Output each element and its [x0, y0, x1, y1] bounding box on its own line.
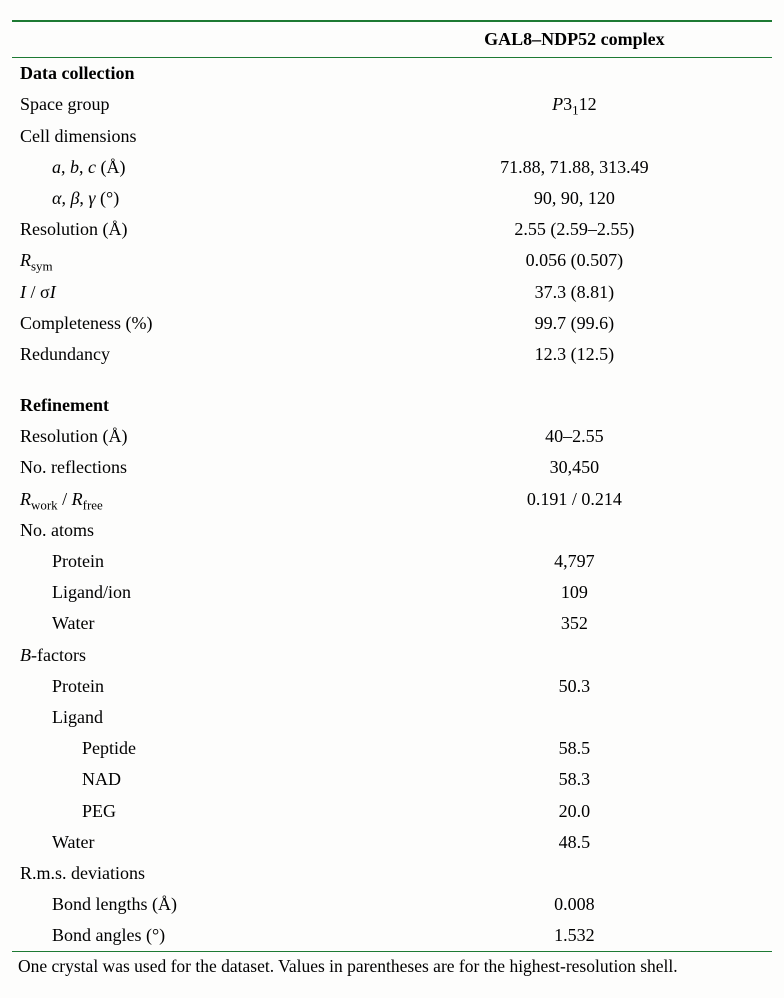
rwork-rfree-label: Rwork / Rfree [12, 484, 377, 515]
completeness-label: Completeness (%) [12, 308, 377, 339]
rmsd-bondlen-value: 0.008 [377, 889, 772, 920]
bfactors-nad-label: NAD [12, 764, 377, 795]
table-header-row: GAL8–NDP52 complex [12, 22, 772, 57]
space-group-value: P3112 [377, 89, 772, 120]
table-row: a, b, c (Å) 71.88, 71.88, 313.49 [12, 152, 772, 183]
table-row: No. atoms [12, 515, 772, 546]
table-row: Completeness (%) 99.7 (99.6) [12, 308, 772, 339]
table-row: Data collection [12, 58, 772, 89]
table-row: PEG 20.0 [12, 796, 772, 827]
rwork-rfree-value: 0.191 / 0.214 [377, 484, 772, 515]
table-row: α, β, γ (°) 90, 90, 120 [12, 183, 772, 214]
crystallography-table: GAL8–NDP52 complex Data collection Space… [12, 20, 772, 978]
rmsd-bondang-label: Bond angles (°) [12, 920, 377, 951]
section-data-collection: Data collection [12, 58, 377, 89]
angles-value: 90, 90, 120 [377, 183, 772, 214]
bfactors-peptide-value: 58.5 [377, 733, 772, 764]
natoms-label: No. atoms [12, 515, 377, 546]
natoms-protein-label: Protein [12, 546, 377, 577]
table-row: R.m.s. deviations [12, 858, 772, 889]
abc-label: a, b, c (Å) [12, 152, 377, 183]
table-row: Protein 50.3 [12, 671, 772, 702]
table-row: No. reflections 30,450 [12, 452, 772, 483]
nreflections-label: No. reflections [12, 452, 377, 483]
header-complex-name: GAL8–NDP52 complex [377, 22, 772, 57]
abc-value: 71.88, 71.88, 313.49 [377, 152, 772, 183]
natoms-ligand-label: Ligand/ion [12, 577, 377, 608]
bfactors-water-value: 48.5 [377, 827, 772, 858]
cell-dimensions-label: Cell dimensions [12, 121, 377, 152]
table-row: Rsym 0.056 (0.507) [12, 245, 772, 276]
bfactors-water-label: Water [12, 827, 377, 858]
table-row: Water 48.5 [12, 827, 772, 858]
redundancy-label: Redundancy [12, 339, 377, 370]
natoms-ligand-value: 109 [377, 577, 772, 608]
natoms-water-label: Water [12, 608, 377, 639]
natoms-water-value: 352 [377, 608, 772, 639]
data-table: GAL8–NDP52 complex [12, 22, 772, 57]
table-row: B-factors [12, 640, 772, 671]
completeness-value: 99.7 (99.6) [377, 308, 772, 339]
bfactors-peptide-label: Peptide [12, 733, 377, 764]
bfactors-protein-label: Protein [12, 671, 377, 702]
table-row: Protein 4,797 [12, 546, 772, 577]
resolution-ref-label: Resolution (Å) [12, 421, 377, 452]
resolution-dc-label: Resolution (Å) [12, 214, 377, 245]
bfactors-ligand-label: Ligand [12, 702, 377, 733]
bfactors-peg-label: PEG [12, 796, 377, 827]
bfactors-peg-value: 20.0 [377, 796, 772, 827]
table-row: Space group P3112 [12, 89, 772, 120]
bfactors-protein-value: 50.3 [377, 671, 772, 702]
rmsd-bondang-value: 1.532 [377, 920, 772, 951]
rmsd-label: R.m.s. deviations [12, 858, 377, 889]
table-row: Cell dimensions [12, 121, 772, 152]
data-body: Data collection Space group P3112 Cell d… [12, 58, 772, 951]
header-empty [12, 22, 377, 57]
natoms-protein-value: 4,797 [377, 546, 772, 577]
rsym-label: Rsym [12, 245, 377, 276]
resolution-dc-value: 2.55 (2.59–2.55) [377, 214, 772, 245]
rmsd-bondlen-label: Bond lengths (Å) [12, 889, 377, 920]
table-row: Resolution (Å) 40–2.55 [12, 421, 772, 452]
table-row: Redundancy 12.3 (12.5) [12, 339, 772, 370]
bfactors-label: B-factors [12, 640, 377, 671]
isigi-value: 37.3 (8.81) [377, 277, 772, 308]
table-row: Bond angles (°) 1.532 [12, 920, 772, 951]
space-group-label: Space group [12, 89, 377, 120]
table-row: Resolution (Å) 2.55 (2.59–2.55) [12, 214, 772, 245]
table-row: Ligand [12, 702, 772, 733]
redundancy-value: 12.3 (12.5) [377, 339, 772, 370]
bfactors-nad-value: 58.3 [377, 764, 772, 795]
rsym-value: 0.056 (0.507) [377, 245, 772, 276]
table-row: Peptide 58.5 [12, 733, 772, 764]
section-refinement: Refinement [12, 390, 377, 421]
table-footnote: One crystal was used for the dataset. Va… [12, 952, 772, 978]
nreflections-value: 30,450 [377, 452, 772, 483]
table-row: Ligand/ion 109 [12, 577, 772, 608]
table-row: Refinement [12, 390, 772, 421]
angles-label: α, β, γ (°) [12, 183, 377, 214]
table-row: I / σI 37.3 (8.81) [12, 277, 772, 308]
table-row: NAD 58.3 [12, 764, 772, 795]
isigi-label: I / σI [12, 277, 377, 308]
resolution-ref-value: 40–2.55 [377, 421, 772, 452]
table-row: Water 352 [12, 608, 772, 639]
section-spacer [12, 370, 772, 390]
table-row: Rwork / Rfree 0.191 / 0.214 [12, 484, 772, 515]
table-row: Bond lengths (Å) 0.008 [12, 889, 772, 920]
